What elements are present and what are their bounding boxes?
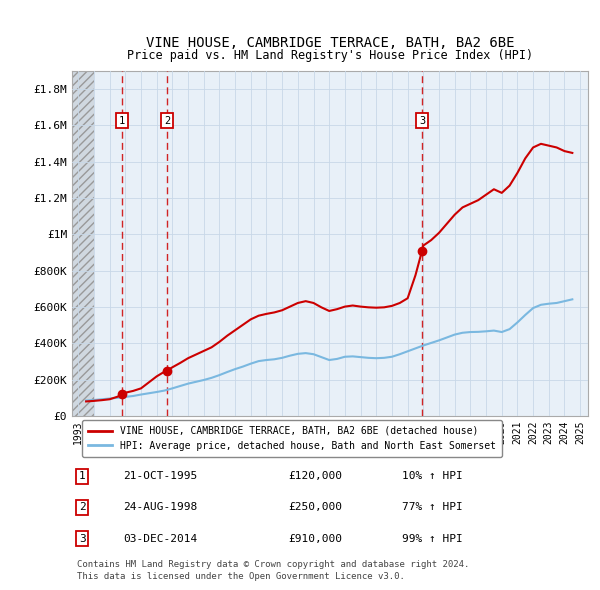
Bar	[72, 71, 94, 416]
Text: 2: 2	[164, 116, 170, 126]
Text: 21-OCT-1995: 21-OCT-1995	[124, 471, 198, 481]
Text: 1: 1	[119, 116, 125, 126]
Text: 24-AUG-1998: 24-AUG-1998	[124, 503, 198, 513]
Text: Price paid vs. HM Land Registry's House Price Index (HPI): Price paid vs. HM Land Registry's House …	[127, 49, 533, 62]
Text: Contains HM Land Registry data © Crown copyright and database right 2024.: Contains HM Land Registry data © Crown c…	[77, 560, 470, 569]
Text: 3: 3	[79, 533, 86, 543]
Text: This data is licensed under the Open Government Licence v3.0.: This data is licensed under the Open Gov…	[77, 572, 405, 581]
Text: 1: 1	[79, 471, 86, 481]
Text: £250,000: £250,000	[289, 503, 343, 513]
Text: 99% ↑ HPI: 99% ↑ HPI	[402, 533, 463, 543]
Text: 03-DEC-2014: 03-DEC-2014	[124, 533, 198, 543]
Text: 10% ↑ HPI: 10% ↑ HPI	[402, 471, 463, 481]
Text: 2: 2	[79, 503, 86, 513]
Text: 77% ↑ HPI: 77% ↑ HPI	[402, 503, 463, 513]
Legend: VINE HOUSE, CAMBRIDGE TERRACE, BATH, BA2 6BE (detached house), HPI: Average pric: VINE HOUSE, CAMBRIDGE TERRACE, BATH, BA2…	[82, 420, 502, 457]
Text: VINE HOUSE, CAMBRIDGE TERRACE, BATH, BA2 6BE: VINE HOUSE, CAMBRIDGE TERRACE, BATH, BA2…	[146, 36, 514, 50]
Text: £120,000: £120,000	[289, 471, 343, 481]
Text: 3: 3	[419, 116, 425, 126]
Text: £910,000: £910,000	[289, 533, 343, 543]
